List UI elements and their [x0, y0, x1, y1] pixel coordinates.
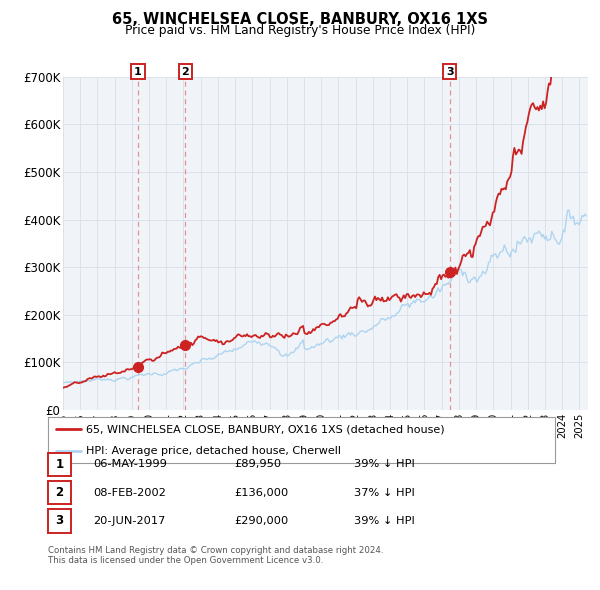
Text: 39% ↓ HPI: 39% ↓ HPI [354, 460, 415, 469]
Text: 1: 1 [55, 458, 64, 471]
Text: 37% ↓ HPI: 37% ↓ HPI [354, 488, 415, 497]
Text: £136,000: £136,000 [234, 488, 288, 497]
Text: HPI: Average price, detached house, Cherwell: HPI: Average price, detached house, Cher… [86, 446, 341, 456]
Text: Contains HM Land Registry data © Crown copyright and database right 2024.: Contains HM Land Registry data © Crown c… [48, 546, 383, 555]
Text: 3: 3 [446, 67, 454, 77]
Text: This data is licensed under the Open Government Licence v3.0.: This data is licensed under the Open Gov… [48, 556, 323, 565]
Text: £89,950: £89,950 [234, 460, 281, 469]
Text: 1: 1 [134, 67, 142, 77]
Text: 2: 2 [181, 67, 189, 77]
Text: 06-MAY-1999: 06-MAY-1999 [93, 460, 167, 469]
Text: 08-FEB-2002: 08-FEB-2002 [93, 488, 166, 497]
Text: 65, WINCHELSEA CLOSE, BANBURY, OX16 1XS: 65, WINCHELSEA CLOSE, BANBURY, OX16 1XS [112, 12, 488, 27]
Text: £290,000: £290,000 [234, 516, 288, 526]
Text: 2: 2 [55, 486, 64, 499]
Text: 3: 3 [55, 514, 64, 527]
Text: 20-JUN-2017: 20-JUN-2017 [93, 516, 166, 526]
Text: 65, WINCHELSEA CLOSE, BANBURY, OX16 1XS (detached house): 65, WINCHELSEA CLOSE, BANBURY, OX16 1XS … [86, 424, 445, 434]
Text: Price paid vs. HM Land Registry's House Price Index (HPI): Price paid vs. HM Land Registry's House … [125, 24, 475, 37]
Text: 39% ↓ HPI: 39% ↓ HPI [354, 516, 415, 526]
